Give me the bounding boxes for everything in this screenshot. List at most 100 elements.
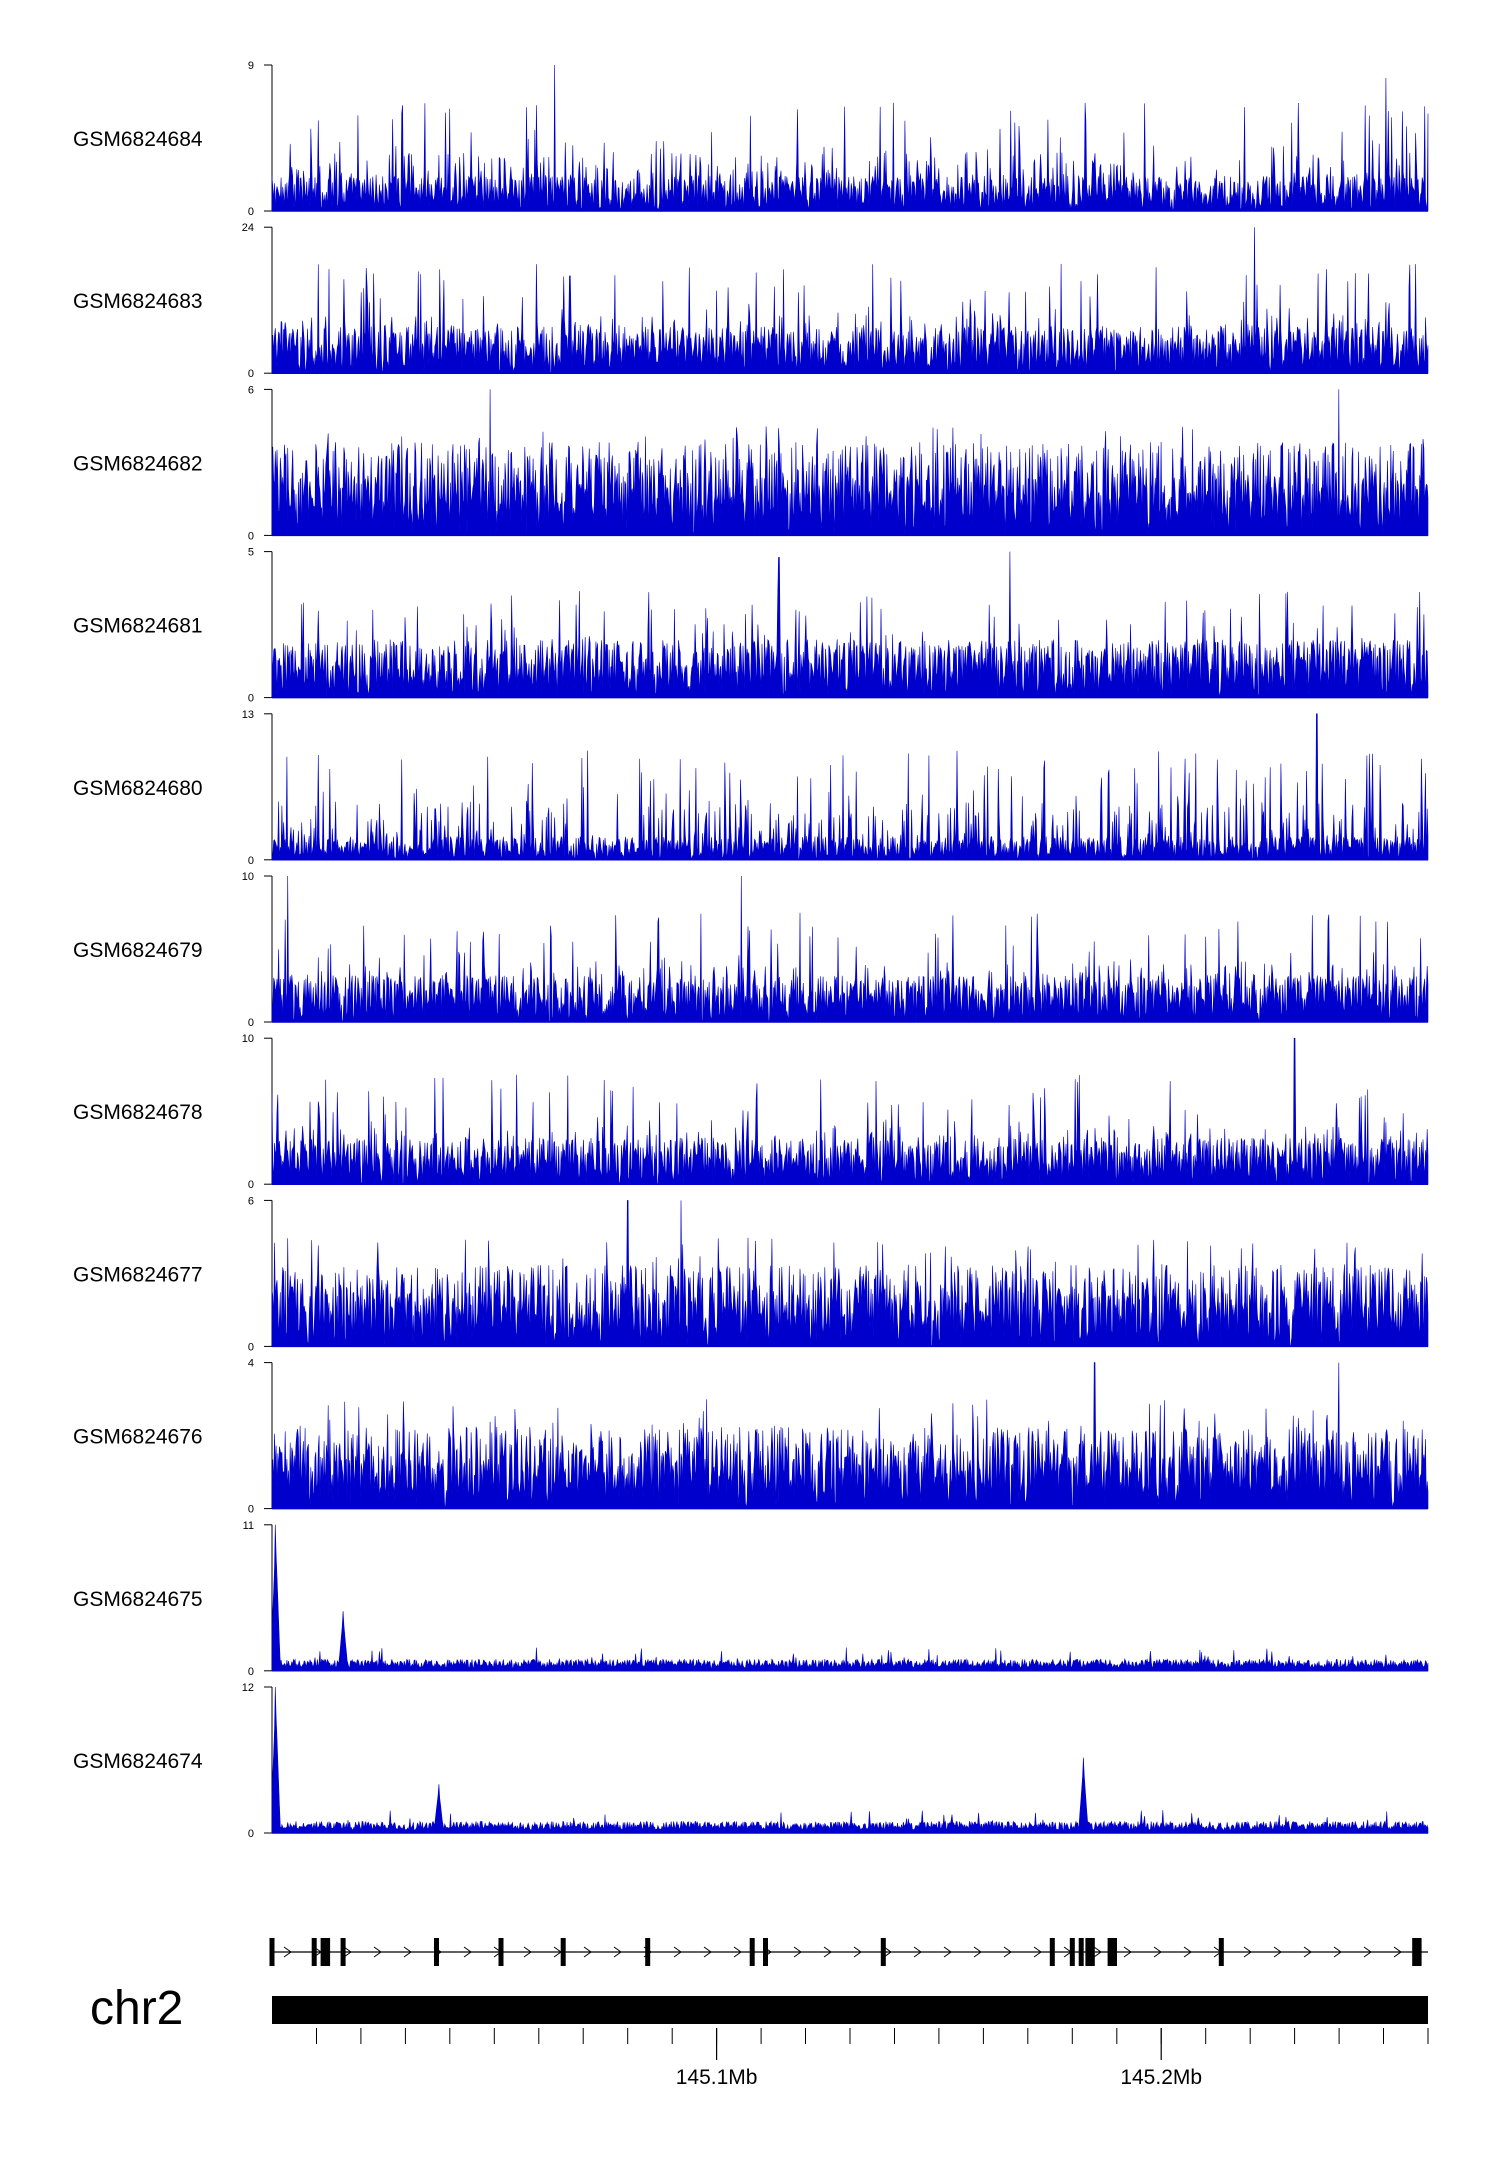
coverage-signal [271,1362,1429,1509]
gene-exon [320,1938,326,1966]
strand-arrow-icon [823,1946,832,1958]
y-axis-min-label: 0 [248,693,254,705]
coverage-signal [271,1037,1429,1185]
y-axis-max-label: 10 [242,1033,254,1045]
chromosome-ideogram: chr2 [90,1982,1428,2035]
gene-exon [560,1938,566,1966]
track-label: GSM6824682 [73,452,203,475]
gene-exon [434,1938,439,1966]
coverage-tracks: GSM682468490GSM6824683240GSM682468260GSM… [73,60,1429,1840]
gene-exon [1112,1938,1117,1966]
strand-arrow-icon [853,1946,862,1958]
gene-exon [1078,1938,1084,1966]
y-axis-max-label: 4 [248,1358,254,1370]
y-axis-max-label: 10 [242,871,254,883]
gene-exon [311,1938,317,1966]
track-label: GSM6824678 [73,1101,203,1124]
y-axis-max-label: 9 [248,60,254,72]
y-axis-min-label: 0 [248,1017,254,1029]
track-GSM6824677: GSM6824677 6 0 [73,1195,1429,1353]
gene-exon [269,1938,275,1966]
coverage-signal [271,1524,1429,1672]
gene-exon [1049,1938,1055,1966]
strand-arrow-icon [883,1946,892,1958]
y-axis-max-label: 6 [248,1195,254,1207]
y-axis-min-label: 0 [248,368,254,380]
track-label: GSM6824676 [73,1426,203,1449]
strand-arrow-icon [1363,1946,1372,1958]
chromosome-bar [272,1996,1428,2024]
track-GSM6824679: GSM6824679 10 0 [73,871,1429,1029]
track-label: GSM6824681 [73,615,203,638]
gene-exon [1416,1938,1422,1966]
coverage-signal [271,875,1429,1023]
track-GSM6824680: GSM6824680 13 0 [73,709,1429,867]
strand-arrow-icon [1183,1946,1192,1958]
strand-arrow-icon [463,1946,472,1958]
gene-exon [340,1938,346,1966]
chromosome-label: chr2 [90,1982,183,2035]
coverage-signal [271,227,1429,374]
gene-exon [1089,1938,1095,1966]
track-label: GSM6824679 [73,939,203,962]
track-label: GSM6824684 [73,128,203,151]
y-axis-min-label: 0 [248,1504,254,1516]
strand-arrow-icon [673,1946,682,1958]
track-label: GSM6824674 [73,1750,203,1773]
track-GSM6824675: GSM6824675 11 0 [73,1520,1429,1678]
strand-arrow-icon [793,1946,802,1958]
track-GSM6824684: GSM6824684 9 0 [73,60,1429,218]
strand-arrow-icon [1093,1946,1102,1958]
y-axis-min-label: 0 [248,530,254,542]
track-label: GSM6824680 [73,777,203,800]
gene-exon [1218,1938,1224,1966]
strand-arrow-icon [973,1946,982,1958]
track-label: GSM6824675 [73,1588,203,1611]
track-GSM6824676: GSM6824676 4 0 [73,1358,1429,1516]
track-label: GSM6824683 [73,290,203,313]
gene-exon [498,1938,504,1966]
track-GSM6824678: GSM6824678 10 0 [73,1033,1429,1191]
track-GSM6824674: GSM6824674 12 0 [73,1682,1429,1840]
strand-arrow-icon [1003,1946,1012,1958]
y-axis-max-label: 5 [248,547,254,559]
strand-arrow-icon [583,1946,592,1958]
gene-exon [1412,1938,1418,1966]
y-axis-max-label: 11 [243,1520,254,1532]
strand-arrow-icon [523,1946,532,1958]
coverage-signal [271,1686,1429,1834]
strand-arrow-icon [403,1946,412,1958]
coverage-signal [271,1200,1429,1347]
track-GSM6824682: GSM6824682 6 0 [73,384,1429,542]
y-axis-min-label: 0 [248,855,254,867]
track-label: GSM6824677 [73,1263,203,1286]
strand-arrow-icon [1333,1946,1342,1958]
y-axis-min-label: 0 [248,1179,254,1191]
strand-arrow-icon [373,1946,382,1958]
y-axis-max-label: 13 [242,709,254,721]
genomic-axis: 145.1Mb 145.2Mb [316,2028,1429,2089]
coverage-signal [271,713,1429,861]
strand-arrow-icon [1273,1946,1282,1958]
gene-exon [1085,1938,1091,1966]
strand-arrow-icon [1303,1946,1312,1958]
coverage-signal [271,389,1429,536]
y-axis-min-label: 0 [248,1828,254,1840]
gene-exon [325,1938,331,1966]
gene-exon [763,1938,768,1966]
strand-arrow-icon [733,1946,742,1958]
strand-arrow-icon [613,1946,622,1958]
y-axis-max-label: 12 [242,1682,254,1694]
y-axis-min-label: 0 [248,206,254,218]
gene-exon [645,1938,651,1966]
gene-exon [1107,1938,1113,1966]
gene-exon [880,1938,886,1966]
axis-tick-label: 145.1Mb [676,2066,758,2089]
strand-arrow-icon [1123,1946,1132,1958]
track-GSM6824681: GSM6824681 5 0 [73,547,1429,705]
strand-arrow-icon [343,1946,352,1958]
strand-arrow-icon [703,1946,712,1958]
strand-arrow-icon [913,1946,922,1958]
y-axis-max-label: 6 [248,384,254,396]
